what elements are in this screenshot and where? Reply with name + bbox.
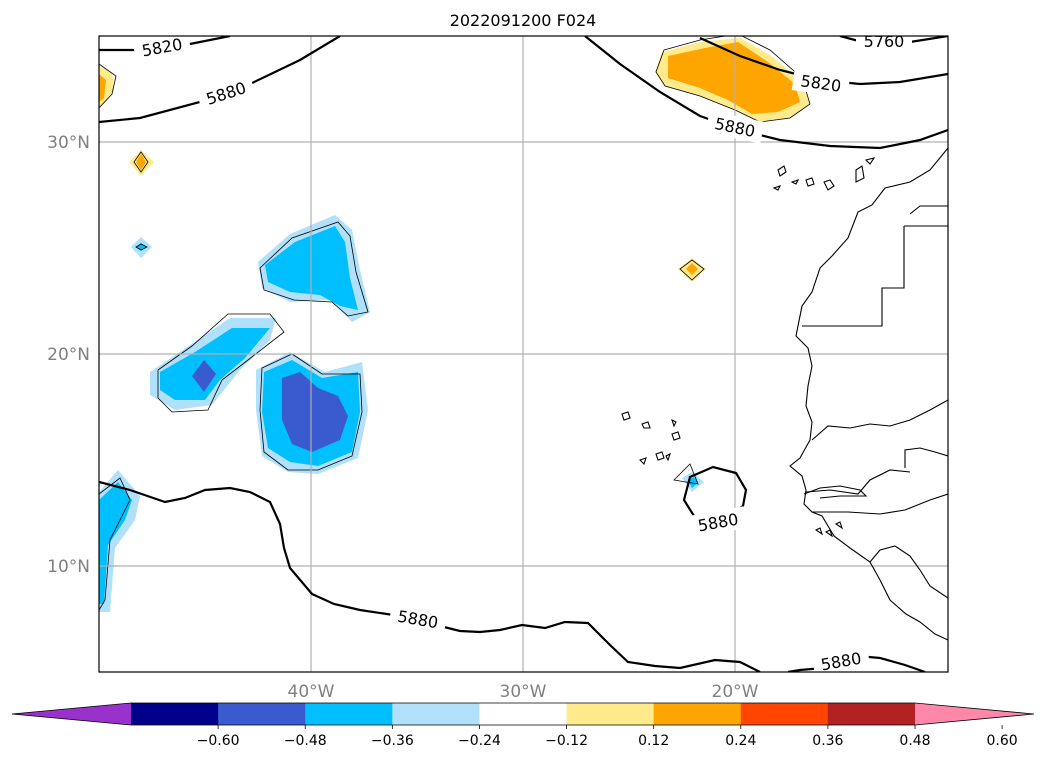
coastlines bbox=[621, 147, 948, 641]
contour-label: 5880 bbox=[819, 649, 862, 675]
colorbar-segment bbox=[392, 703, 480, 725]
colorbar-segment bbox=[740, 703, 829, 725]
colorbar-tick-label: −0.48 bbox=[284, 733, 327, 749]
anomaly-outline bbox=[679, 259, 705, 281]
colorbar-extension-low bbox=[12, 703, 131, 725]
anomaly-outline bbox=[259, 353, 363, 471]
colorbar-segment bbox=[566, 703, 655, 725]
cape-verde-islands bbox=[621, 411, 681, 466]
colorbar-outline bbox=[11, 702, 1035, 726]
positive-anomaly-core bbox=[99, 74, 106, 102]
lat-label: 20°N bbox=[47, 345, 90, 365]
sierra-leone-border bbox=[869, 545, 948, 599]
lon-label: 40°W bbox=[288, 682, 335, 702]
colorbar-tick-label: −0.12 bbox=[545, 733, 588, 749]
contour-labels: 5820 5880 5820 5760 5880 5880 5880 5880 bbox=[132, 32, 912, 675]
colorbar-segment bbox=[653, 703, 742, 725]
colorbar-segment bbox=[827, 703, 916, 725]
contour-label: 5760 bbox=[864, 32, 905, 51]
lon-label: 20°W bbox=[712, 682, 759, 702]
colorbar-segment bbox=[479, 703, 568, 725]
coast-north bbox=[909, 205, 948, 215]
positive-anomaly-core bbox=[668, 42, 800, 114]
colorbar-segment bbox=[131, 703, 219, 725]
lat-label: 30°N bbox=[47, 133, 90, 153]
anomaly-outline bbox=[99, 63, 117, 109]
colorbar-extension-high bbox=[915, 703, 1034, 725]
positive-anomaly-core bbox=[686, 263, 698, 275]
colorbar-tick-label: 0.60 bbox=[987, 733, 1018, 749]
colorbar-tick-label: 0.36 bbox=[812, 733, 843, 749]
strong-negative-anomaly-core bbox=[192, 360, 216, 392]
anomaly-outline bbox=[655, 36, 811, 123]
anomaly-outline bbox=[135, 243, 148, 251]
anomaly-outline bbox=[99, 477, 131, 611]
positive-anomaly-core bbox=[136, 154, 146, 170]
map-title: 2022091200 F024 bbox=[450, 11, 597, 30]
colorbar: −0.60 −0.48 −0.36 −0.24 −0.12 0.12 0.24 0.36 0.4… bbox=[11, 702, 1035, 749]
colorbar-segment bbox=[218, 703, 306, 725]
mauritania-mali-border bbox=[811, 399, 948, 441]
map-area: 5820 5880 5820 5760 5880 5880 5880 5880 bbox=[99, 32, 948, 675]
anomaly-outline-layer bbox=[99, 36, 811, 611]
strong-negative-anomaly-core bbox=[282, 372, 348, 452]
negative-anomaly-core bbox=[688, 477, 698, 488]
africa-coastline bbox=[789, 147, 948, 641]
colorbar-tick-label: 0.12 bbox=[638, 733, 669, 749]
colorbar-tick-label: −0.36 bbox=[371, 733, 414, 749]
map-frame bbox=[98, 35, 949, 673]
mali-border bbox=[904, 447, 948, 468]
anomaly-outline bbox=[157, 313, 285, 413]
gambia-border bbox=[803, 485, 868, 499]
lon-label: 30°W bbox=[500, 682, 547, 702]
anomaly-outline bbox=[259, 221, 369, 317]
colorbar-segment bbox=[305, 703, 393, 725]
western-sahara-border bbox=[802, 226, 905, 327]
canary-islands bbox=[772, 157, 876, 191]
gridlines bbox=[99, 36, 948, 672]
lat-label: 10°N bbox=[47, 557, 90, 577]
colorbar-tick-label: 0.48 bbox=[899, 733, 930, 749]
negative-anomaly-core bbox=[160, 328, 270, 400]
anomaly-outline bbox=[673, 463, 699, 485]
colorbar-tick-label: −0.24 bbox=[458, 733, 501, 749]
colorbar-tick-label: 0.24 bbox=[725, 733, 756, 749]
senegal-border bbox=[805, 469, 911, 495]
anomaly-outline bbox=[133, 151, 149, 173]
guinea-border bbox=[812, 493, 948, 515]
bissagos-islands bbox=[814, 521, 844, 538]
colorbar-tick-label: −0.60 bbox=[197, 733, 240, 749]
